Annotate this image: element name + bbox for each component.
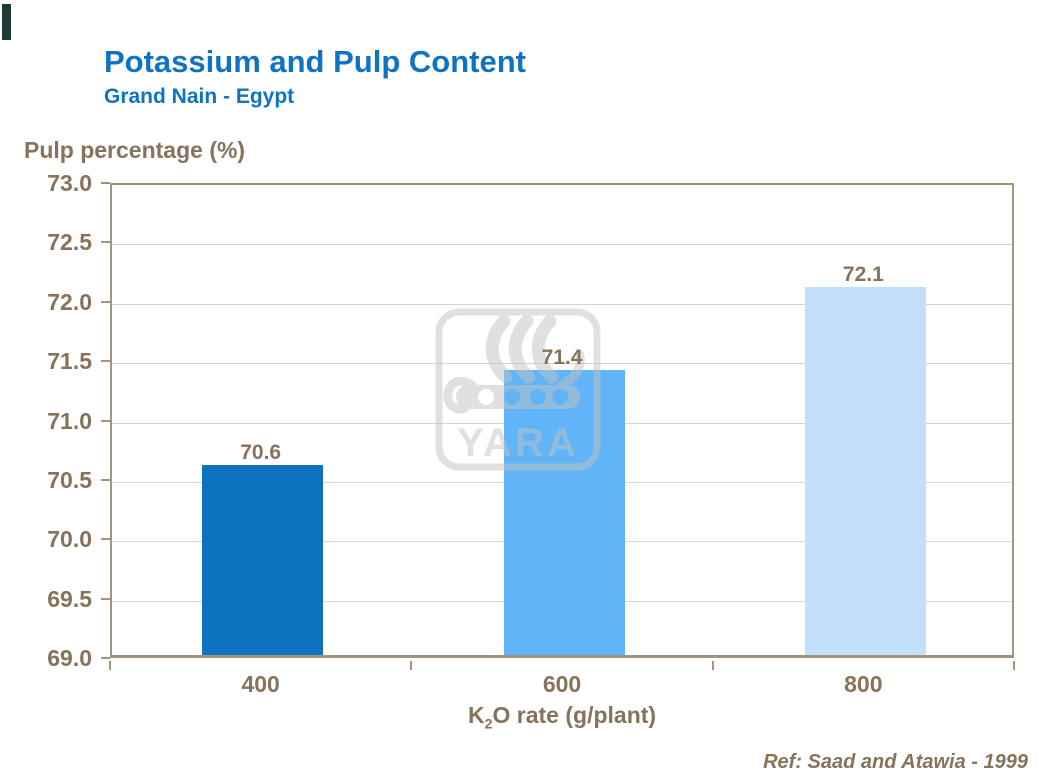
x-tick-mark (109, 661, 111, 670)
y-tick-mark (101, 182, 110, 184)
bar-600 (503, 370, 625, 655)
y-tick-label: 69.0 (47, 645, 92, 671)
y-tick-label: 71.0 (47, 407, 92, 434)
bar-800 (804, 286, 926, 655)
y-tick-label: 69.5 (47, 585, 92, 612)
y-tick-mark (101, 657, 110, 659)
y-tick-mark (101, 241, 110, 244)
y-tick-mark (101, 419, 110, 422)
gridline (112, 244, 1012, 246)
plot-area (110, 183, 1014, 658)
bar-value-label: 72.1 (842, 262, 884, 286)
x-tick-mark (410, 661, 413, 670)
x-axis-title-rest: O rate (g/plant) (492, 702, 657, 728)
y-tick-mark (101, 360, 110, 363)
y-tick-mark (101, 597, 110, 600)
bar-value-label: 71.4 (541, 346, 583, 369)
y-tick-label: 72.5 (47, 229, 92, 256)
x-tick-label: 600 (542, 671, 582, 697)
y-tick-label: 73.0 (47, 170, 92, 196)
y-tick-label: 70.0 (47, 526, 92, 553)
x-tick-mark (1013, 661, 1015, 670)
corner-mark (2, 4, 11, 40)
y-tick-label: 72.0 (47, 288, 92, 315)
y-axis-title: Pulp percentage (%) (24, 137, 246, 163)
bar-400 (202, 465, 324, 655)
x-axis-title-subscript: 2 (484, 716, 493, 733)
y-tick-mark (101, 300, 110, 303)
y-tick-label: 71.5 (47, 348, 92, 375)
y-tick-mark (101, 538, 110, 541)
chart-subtitle: Grand Nain - Egypt (104, 85, 295, 108)
y-tick-label: 70.5 (47, 466, 92, 493)
x-tick-label: 800 (844, 671, 883, 697)
y-tick-mark (101, 478, 110, 481)
reference-citation: Ref: Saad and Atawia - 1999 (763, 751, 1028, 773)
x-tick-mark (711, 661, 714, 670)
x-axis-title-base: K (467, 702, 485, 728)
bar-value-label: 70.6 (240, 441, 282, 464)
chart-title: Potassium and Pulp Content (104, 44, 526, 79)
x-tick-label: 400 (241, 671, 280, 697)
gridline (112, 303, 1012, 305)
x-axis-title: K2O rate (g/plant) (110, 702, 1014, 733)
